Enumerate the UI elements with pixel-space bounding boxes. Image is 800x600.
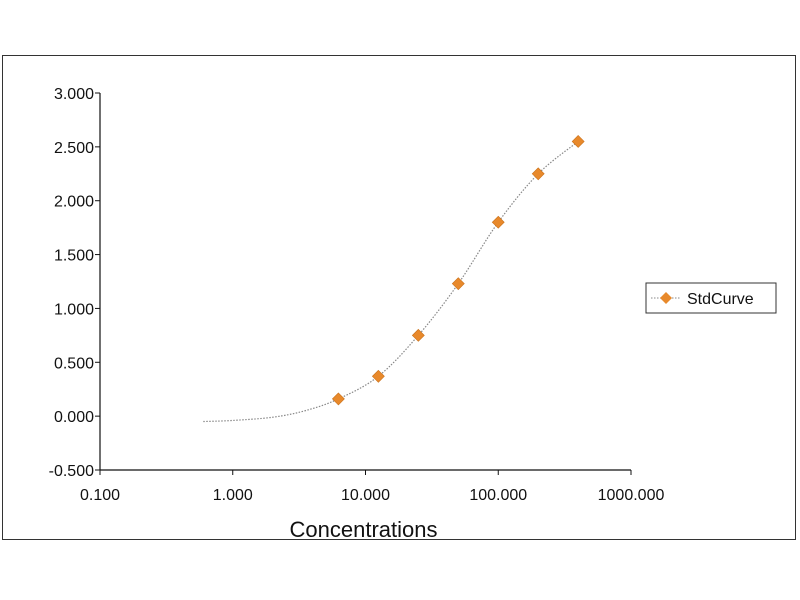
y-tick-label: 2.000 [54, 194, 94, 211]
y-tick-label: 1.000 [54, 301, 94, 318]
fit-curve-line [203, 141, 579, 423]
data-point [451, 277, 465, 291]
x-tick-label: 0.100 [80, 487, 120, 504]
data-point [571, 135, 585, 148]
legend-label-stdcurve: StdCurve [687, 291, 754, 308]
y-tick-label: 3.000 [54, 86, 94, 103]
y-tick-label: 0.500 [54, 355, 94, 372]
legend: StdCurve [645, 282, 777, 314]
data-point [491, 215, 505, 229]
data-point [531, 167, 545, 181]
x-axis-ticks: 0.100 1.000 10.000 100.000 1000.000 [80, 470, 664, 504]
x-tick-label: 1.000 [213, 487, 253, 504]
data-point [411, 328, 425, 342]
x-tick-label: 1000.000 [598, 487, 665, 504]
y-tick-label: -0.500 [49, 463, 94, 480]
x-tick-label: 100.000 [469, 487, 527, 504]
data-point [371, 369, 385, 383]
x-tick-label: 10.000 [341, 487, 390, 504]
x-axis-title: Concentrations [290, 517, 438, 542]
data-points [331, 135, 585, 406]
y-tick-label: 1.500 [54, 248, 94, 265]
data-point [331, 392, 345, 406]
y-tick-label: 2.500 [54, 140, 94, 157]
y-tick-label: 0.000 [54, 409, 94, 426]
legend-diamond-marker [660, 292, 672, 304]
y-axis-ticks: -0.500 0.000 0.500 1.000 1.500 2.000 2.500 3.00… [49, 86, 100, 480]
axes [99, 93, 631, 471]
